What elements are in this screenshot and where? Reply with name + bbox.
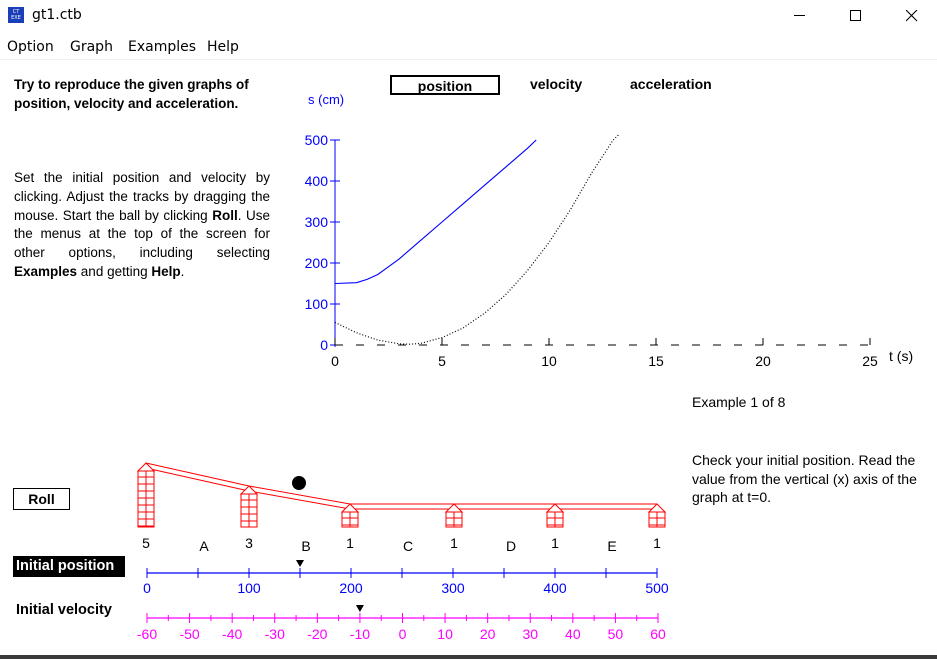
- initial-position-marker[interactable]: [296, 560, 304, 567]
- initial-velocity-tick-label: -50: [179, 626, 199, 642]
- initial-velocity-tick-label: -30: [265, 626, 285, 642]
- instructions-text: Set the initial position and velocity by…: [14, 170, 270, 279]
- app-icon: CT EXE: [8, 7, 24, 23]
- example-counter: Example 1 of 8: [692, 394, 786, 410]
- track-post-3[interactable]: [239, 485, 259, 528]
- initial-velocity-tick-label: 10: [437, 626, 453, 642]
- segment-label-d: D: [506, 538, 516, 554]
- initial-position-tick-label: 100: [237, 580, 261, 596]
- initial-position-label: Initial position: [13, 556, 125, 577]
- track-post-1[interactable]: [340, 503, 360, 528]
- track-rail-bottom[interactable]: [145, 467, 657, 510]
- post-height-label: 3: [245, 535, 253, 551]
- hint-text: Check your initial position. Read the va…: [692, 452, 917, 505]
- ball: [292, 476, 306, 490]
- maximize-icon: [850, 10, 861, 21]
- close-icon: [906, 10, 918, 22]
- track-post-1[interactable]: [545, 503, 565, 528]
- initial-velocity-tick-label: 50: [608, 626, 624, 642]
- minimize-button[interactable]: [777, 0, 823, 31]
- segment-label-e: E: [607, 538, 616, 554]
- initial-velocity-tick-label: 0: [399, 626, 407, 642]
- initial-velocity-label: Initial velocity: [16, 602, 112, 618]
- track-post-1[interactable]: [647, 503, 667, 528]
- intro-text: Try to reproduce the given graphs of pos…: [14, 77, 249, 111]
- initial-velocity-tick-label: 60: [650, 626, 666, 642]
- initial-position-tick-label: 500: [645, 580, 669, 596]
- title-bar: CT EXE gt1.ctb: [0, 0, 937, 33]
- post-height-label: 1: [551, 535, 559, 551]
- initial-position-tick-label: 400: [543, 580, 567, 596]
- taskbar-strip: [0, 655, 937, 659]
- initial-position-tick-label: 0: [143, 580, 151, 596]
- tab-acceleration[interactable]: acceleration: [630, 76, 712, 92]
- initial-velocity-tick-label: 20: [480, 626, 496, 642]
- post-height-label: 1: [346, 535, 354, 551]
- tab-velocity[interactable]: velocity: [530, 76, 583, 92]
- roll-button[interactable]: Roll: [13, 488, 70, 510]
- initial-velocity-tick-label: -20: [307, 626, 327, 642]
- post-height-label: 1: [450, 535, 458, 551]
- close-button[interactable]: [889, 0, 935, 31]
- post-height-label: 5: [142, 535, 150, 551]
- track-post-1[interactable]: [444, 503, 464, 528]
- initial-velocity-marker[interactable]: [355, 605, 364, 612]
- window-title: gt1.ctb: [32, 7, 82, 23]
- tab-position[interactable]: position: [390, 75, 500, 95]
- initial-position-tick-label: 300: [441, 580, 465, 596]
- segment-label-b: B: [301, 538, 310, 554]
- menu-bar: Option Graph Examples Help: [0, 35, 937, 60]
- track-rail-top[interactable]: [145, 462, 657, 505]
- track-post-5[interactable]: [136, 462, 156, 528]
- menu-graph[interactable]: Graph: [70, 39, 113, 55]
- minimize-icon: [794, 15, 805, 16]
- initial-velocity-tick-label: 30: [522, 626, 538, 642]
- menu-help[interactable]: Help: [207, 39, 239, 55]
- segment-label-a: A: [199, 538, 209, 554]
- initial-velocity-tick-label: -10: [350, 626, 370, 642]
- initial-position-tick-label: 200: [339, 580, 363, 596]
- initial-velocity-tick-label: -40: [222, 626, 242, 642]
- maximize-button[interactable]: [833, 0, 879, 31]
- initial-velocity-tick-label: -60: [137, 626, 157, 642]
- initial-velocity-tick-label: 40: [565, 626, 581, 642]
- menu-option[interactable]: Option: [7, 39, 54, 55]
- post-height-label: 1: [653, 535, 661, 551]
- segment-label-c: C: [403, 538, 413, 554]
- menu-examples[interactable]: Examples: [128, 39, 197, 55]
